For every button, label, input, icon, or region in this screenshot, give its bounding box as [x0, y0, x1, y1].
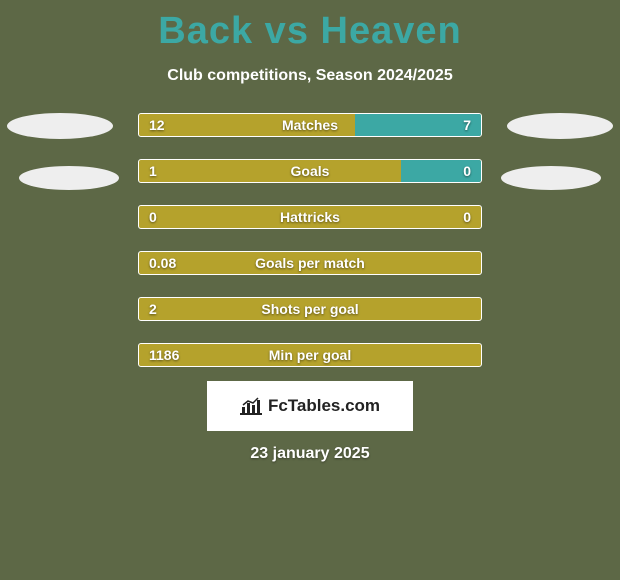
stat-label: Matches: [282, 117, 338, 133]
stat-bars: 12 Matches 7 1 Goals 0 0 Hattricks 0 0.0…: [138, 113, 482, 367]
stat-row-goals-per-match: 0.08 Goals per match: [138, 251, 482, 275]
stat-label: Shots per goal: [261, 301, 358, 317]
team-left-badge-1: [7, 113, 113, 139]
stat-left-value: 0.08: [149, 255, 176, 271]
stat-row-shots-per-goal: 2 Shots per goal: [138, 297, 482, 321]
stat-label: Goals: [291, 163, 330, 179]
brand-text: FcTables.com: [268, 396, 380, 416]
page-title: Back vs Heaven: [0, 0, 620, 53]
stat-label: Hattricks: [280, 209, 340, 225]
team-right-badge-2: [501, 166, 601, 190]
stat-row-matches: 12 Matches 7: [138, 113, 482, 137]
stat-label: Goals per match: [255, 255, 365, 271]
stat-left-value: 1186: [149, 347, 179, 363]
stat-row-hattricks: 0 Hattricks 0: [138, 205, 482, 229]
stat-label: Min per goal: [269, 347, 351, 363]
stat-left-value: 12: [149, 117, 165, 133]
stat-right-value: 0: [463, 209, 471, 225]
team-left-badge-2: [19, 166, 119, 190]
stat-right-value: 0: [463, 163, 471, 179]
stat-right-value: 7: [463, 117, 471, 133]
team-right-badge-1: [507, 113, 613, 139]
comparison-area: 12 Matches 7 1 Goals 0 0 Hattricks 0 0.0…: [0, 113, 620, 463]
chart-icon: [240, 397, 262, 415]
bar-right-segment: [355, 114, 481, 136]
stat-left-value: 1: [149, 163, 157, 179]
footer-date: 23 january 2025: [0, 445, 620, 463]
page-subtitle: Club competitions, Season 2024/2025: [0, 67, 620, 85]
stat-left-value: 2: [149, 301, 157, 317]
stat-row-min-per-goal: 1186 Min per goal: [138, 343, 482, 367]
stat-left-value: 0: [149, 209, 157, 225]
brand-logo: FcTables.com: [207, 381, 413, 431]
stat-row-goals: 1 Goals 0: [138, 159, 482, 183]
